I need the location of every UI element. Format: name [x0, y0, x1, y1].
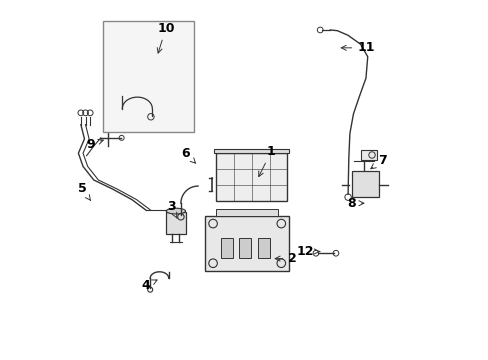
Bar [166, 212, 185, 234]
Bar [239, 238, 250, 257]
Bar [214, 149, 288, 153]
Text: 7: 7 [370, 154, 386, 169]
Bar [361, 150, 377, 160]
Ellipse shape [166, 208, 185, 214]
Text: 2: 2 [275, 252, 297, 265]
Text: 8: 8 [346, 197, 363, 210]
Bar [216, 209, 278, 216]
Text: 10: 10 [157, 22, 174, 53]
Text: 1: 1 [258, 145, 275, 176]
Text: 5: 5 [78, 183, 90, 201]
Bar [205, 216, 288, 271]
Text: 4: 4 [142, 279, 157, 292]
Text: 12: 12 [296, 245, 319, 258]
Text: 9: 9 [86, 138, 103, 151]
Bar [258, 238, 269, 257]
Bar [352, 171, 378, 197]
Text: 3: 3 [166, 200, 177, 219]
Bar [103, 21, 194, 132]
Bar [216, 153, 287, 202]
Bar [221, 238, 232, 257]
Text: 11: 11 [341, 41, 374, 54]
Text: 6: 6 [181, 147, 195, 163]
